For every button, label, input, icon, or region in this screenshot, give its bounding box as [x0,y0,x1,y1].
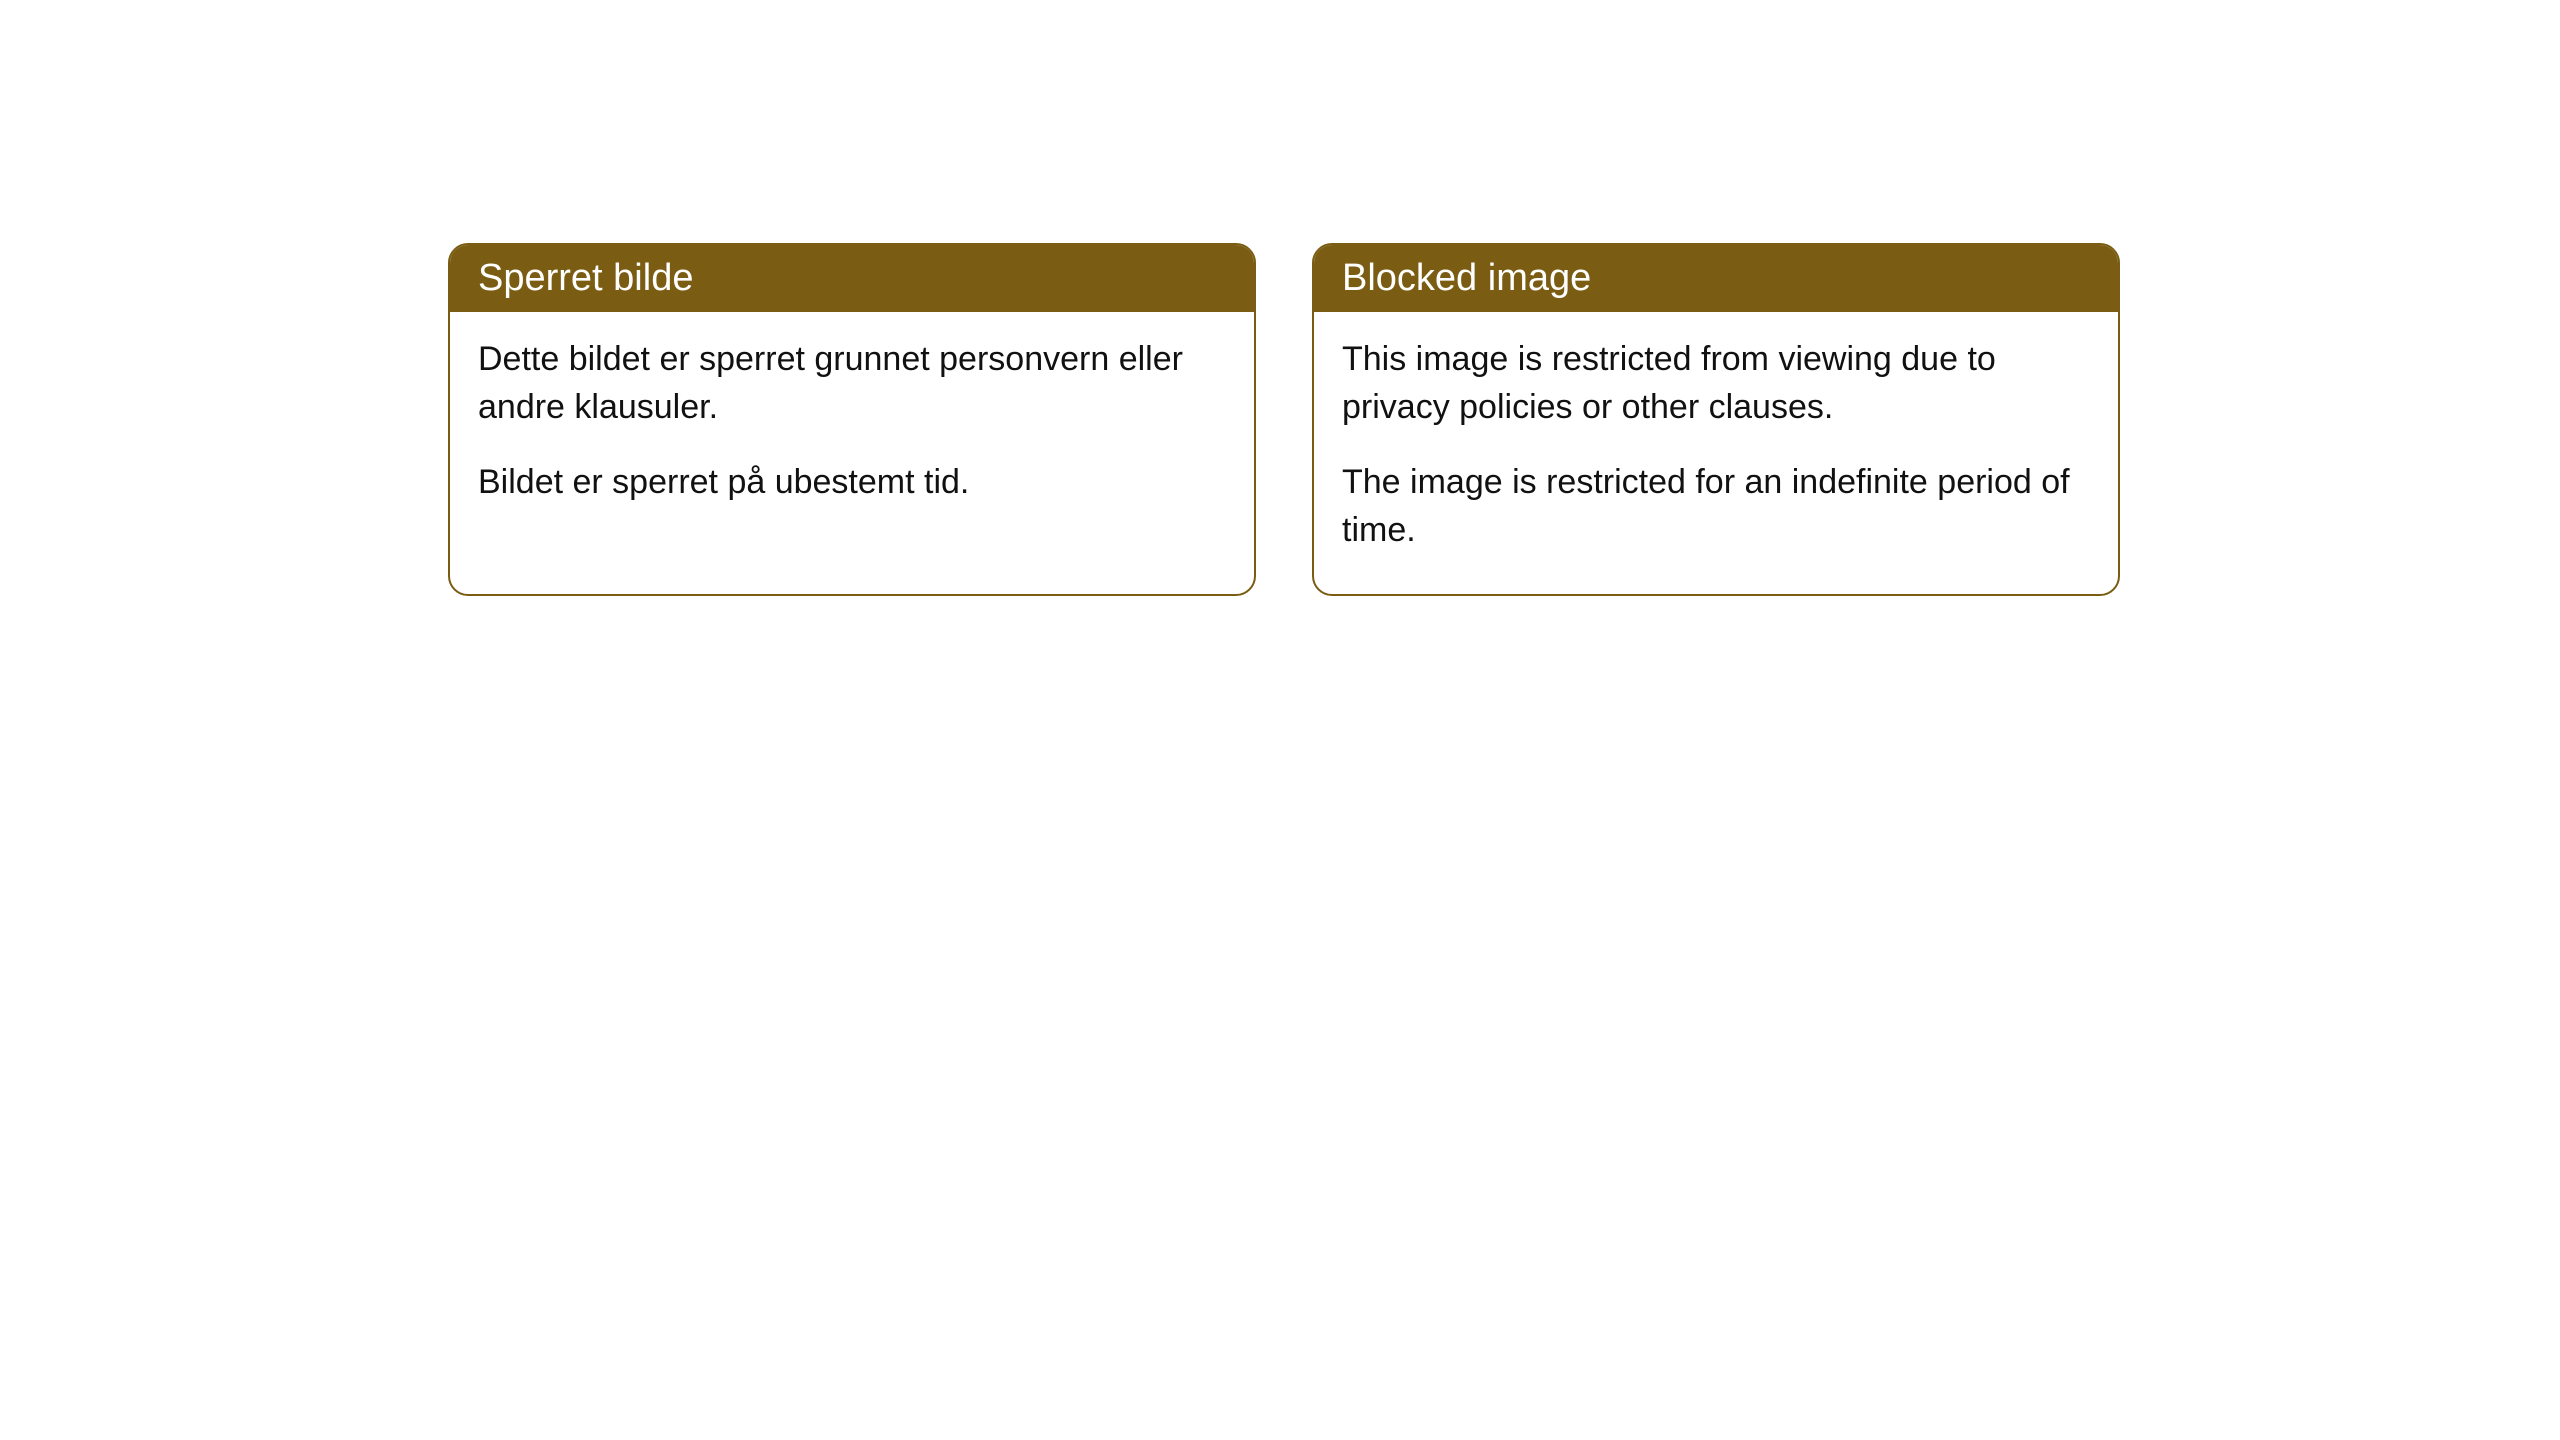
card-norwegian: Sperret bilde Dette bildet er sperret gr… [448,243,1256,596]
card-body-english: This image is restricted from viewing du… [1314,312,2118,594]
card-text-norwegian-1: Dette bildet er sperret grunnet personve… [478,336,1226,431]
card-header-norwegian: Sperret bilde [450,245,1254,312]
card-body-norwegian: Dette bildet er sperret grunnet personve… [450,312,1254,547]
card-english: Blocked image This image is restricted f… [1312,243,2120,596]
card-header-english: Blocked image [1314,245,2118,312]
cards-container: Sperret bilde Dette bildet er sperret gr… [448,243,2120,596]
card-text-english-2: The image is restricted for an indefinit… [1342,459,2090,554]
card-text-english-1: This image is restricted from viewing du… [1342,336,2090,431]
card-text-norwegian-2: Bildet er sperret på ubestemt tid. [478,459,1226,507]
